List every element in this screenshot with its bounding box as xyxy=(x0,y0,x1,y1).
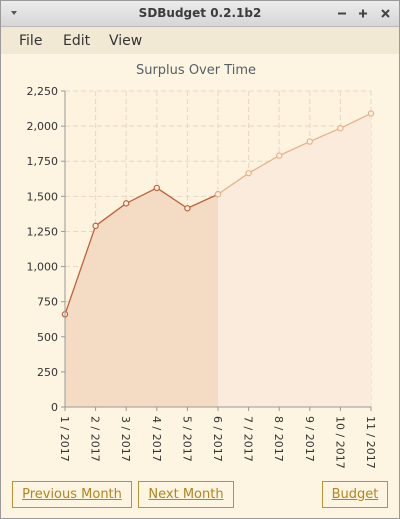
point xyxy=(306,138,313,145)
y-tick-label: 0 xyxy=(51,401,58,414)
menu-item[interactable]: View xyxy=(109,33,143,49)
y-tick-label: 1,500 xyxy=(27,190,59,203)
title-bar: SDBudget 0.2.1b2 xyxy=(1,1,399,27)
area xyxy=(65,187,218,407)
x-tick-label: 2 / 2017 xyxy=(89,416,102,462)
y-tick-label: 750 xyxy=(37,296,58,309)
point xyxy=(214,191,222,198)
y-tick-label: 2,250 xyxy=(27,85,59,98)
next-month-button[interactable]: Next Month xyxy=(138,481,234,508)
x-tick-label: 10 / 2017 xyxy=(333,416,346,469)
y-tick-label: 1,250 xyxy=(27,225,59,238)
x-tick-label: 6 / 2017 xyxy=(211,416,224,462)
y-tick-label: 250 xyxy=(37,366,58,379)
point xyxy=(122,200,130,207)
point xyxy=(245,169,252,177)
chart-title: Surplus Over Time xyxy=(136,63,256,78)
point xyxy=(337,125,344,132)
menu-item[interactable]: File xyxy=(19,33,43,49)
menu-item[interactable]: Edit xyxy=(63,33,91,49)
point xyxy=(153,184,160,192)
y-tick-label: 2,000 xyxy=(27,120,59,133)
budget-button[interactable]: Budget xyxy=(322,481,388,508)
window-controls xyxy=(11,9,390,18)
area xyxy=(218,113,371,407)
close-icon[interactable] xyxy=(381,9,390,18)
point xyxy=(184,205,191,212)
line xyxy=(217,112,372,195)
chart: Surplus Over Time 0 250 500 750 1,000 1,250 1,… xyxy=(27,63,378,469)
window-menu-icon[interactable] xyxy=(11,11,17,15)
y-tick-label: 1,750 xyxy=(27,155,59,168)
y-tick-label: 500 xyxy=(37,331,58,344)
x-tick-label: 9 / 2017 xyxy=(303,416,316,462)
menu-bar: File Edit View xyxy=(1,27,399,54)
line xyxy=(64,187,219,315)
y-tick-label: 1,000 xyxy=(27,261,59,274)
x-tick-label: 4 / 2017 xyxy=(150,416,163,462)
point xyxy=(367,110,375,117)
x-tick-label: 3 / 2017 xyxy=(119,416,132,462)
previous-month-button[interactable]: Previous Month xyxy=(12,481,132,508)
point xyxy=(276,152,283,159)
window-title: SDBudget 0.2.1b2 xyxy=(138,6,262,20)
x-tick-label: 11 / 2017 xyxy=(364,416,377,469)
point xyxy=(92,222,99,230)
x-tick-label: 7 / 2017 xyxy=(242,416,255,462)
x-tick-label: 8 / 2017 xyxy=(272,416,285,462)
x-tick-label: 5 / 2017 xyxy=(180,416,193,462)
maximize-icon[interactable] xyxy=(359,9,367,18)
x-tick-label: 1 / 2017 xyxy=(58,416,71,462)
